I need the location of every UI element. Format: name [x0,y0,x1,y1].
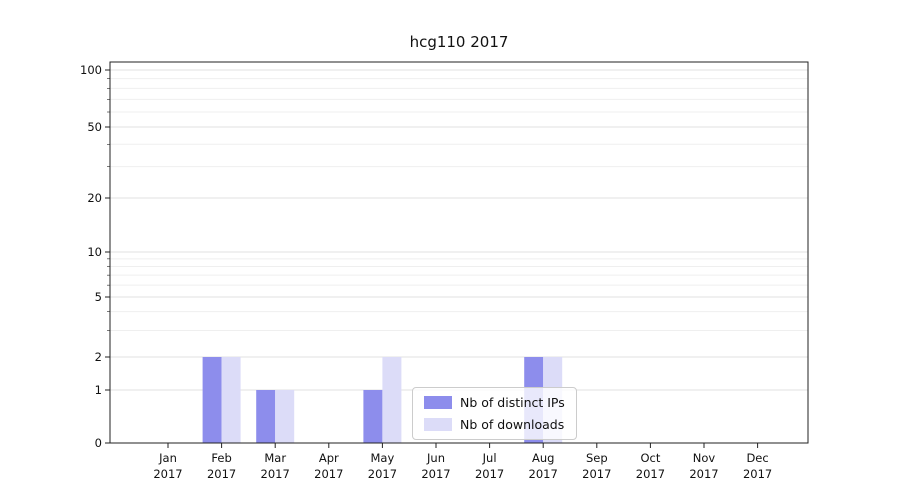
tick-label: Feb [211,451,231,465]
legend-swatch-downloads [424,418,452,431]
tick-label: 2 [95,350,102,364]
bar-distinct-ips [256,390,276,443]
tick-label: 2017 [207,467,236,481]
tick-label: 2017 [636,467,665,481]
legend-label: Nb of downloads [460,417,565,432]
tick-label: 2017 [689,467,718,481]
tick-label: 2017 [529,467,558,481]
legend: Nb of distinct IPs Nb of downloads [412,387,577,440]
tick-label: 2017 [368,467,397,481]
y-axis: 0 1 2 5 10 20 50 100 [80,63,110,450]
legend-swatch-distinct-ips [424,396,452,409]
bar-downloads [382,357,402,443]
tick-label: Oct [640,451,660,465]
chart-title: hcg110 2017 [409,33,509,51]
tick-label: 10 [87,245,102,259]
tick-label: 100 [80,63,102,77]
tick-label: 5 [95,290,102,304]
tick-label: 2017 [314,467,343,481]
tick-label: 20 [87,191,102,205]
tick-label: 1 [95,383,102,397]
tick-label: 50 [87,120,102,134]
gridlines [110,69,808,391]
tick-label: Jun [426,451,445,465]
tick-label: 2017 [421,467,450,481]
bar-downloads [275,390,295,443]
tick-label: 2017 [261,467,290,481]
tick-label: Dec [746,451,768,465]
bar-distinct-ips [202,357,222,443]
bars [202,357,563,443]
tick-label: Apr [319,451,339,465]
tick-label: Sep [586,451,608,465]
tick-label: 2017 [153,467,182,481]
bar-distinct-ips [363,390,383,443]
tick-label: 0 [95,436,102,450]
tick-label: 2017 [475,467,504,481]
legend-item: Nb of distinct IPs [424,395,565,410]
tick-label: Aug [532,451,554,465]
tick-label: Jul [482,451,497,465]
tick-label: May [371,451,395,465]
tick-label: 2017 [743,467,772,481]
bar-downloads [221,357,241,443]
tick-label: Mar [264,451,286,465]
x-axis: Jan 2017 Feb 2017 Mar 2017 Apr 2017 May 2017 Jun 20… [153,443,772,481]
legend-item: Nb of downloads [424,417,565,432]
tick-label: Jan [158,451,177,465]
tick-label: Nov [693,451,716,465]
tick-label: 2017 [582,467,611,481]
legend-label: Nb of distinct IPs [460,395,565,410]
